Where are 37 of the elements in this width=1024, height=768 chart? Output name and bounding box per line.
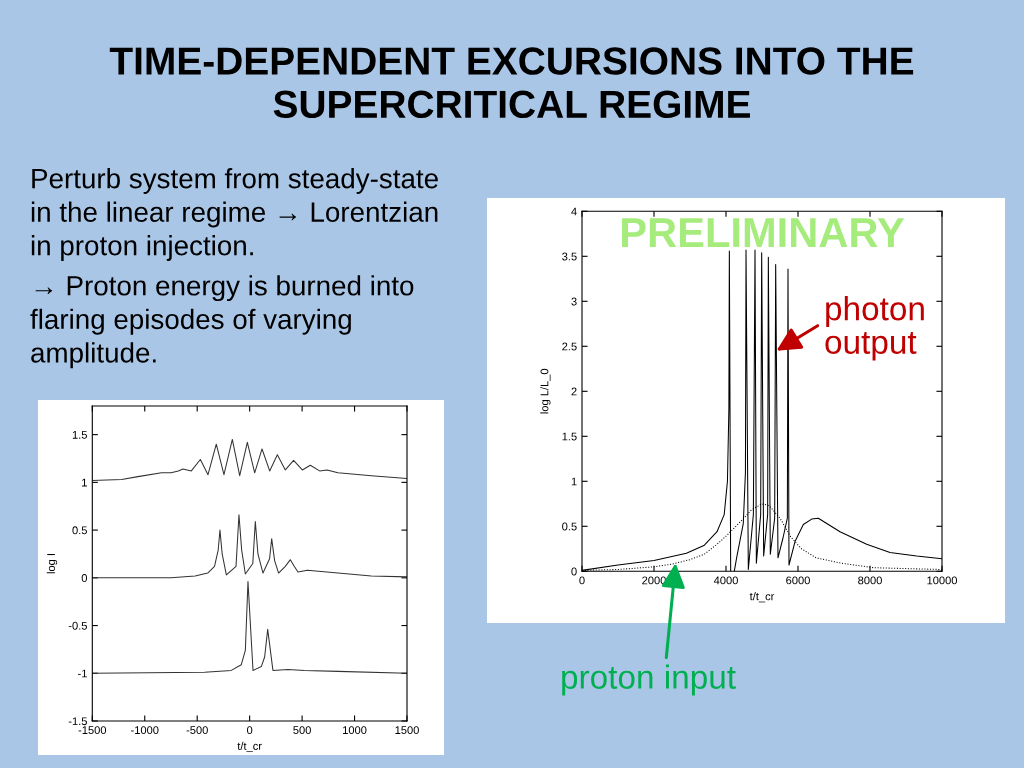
x-tick-label: -1500	[78, 726, 107, 735]
y-tick-label: 3.5	[562, 252, 577, 261]
y-tick-label: 4	[571, 207, 577, 216]
annotation: PRELIMINARY	[622, 218, 905, 247]
y-tick-label: 2.5	[562, 342, 577, 351]
x-tick-label: 8000	[858, 576, 882, 585]
y-tick-label: 1	[571, 477, 577, 486]
y-tick-label: 1.5	[562, 432, 577, 441]
y-tick-label: 2	[571, 387, 577, 396]
y-tick-label: 1.5	[72, 431, 87, 439]
x-axis-title: t/t_cr	[749, 592, 775, 603]
y-tick-label: 0	[571, 567, 577, 576]
y-axis-title: log I	[46, 554, 58, 574]
x-axis-title: t/t_cr	[237, 741, 262, 753]
x-tick-label: -1000	[131, 726, 159, 735]
text: Perturb system from steady-state in the linear regime → Lorentzian in proton injection.	[31, 168, 438, 261]
text: → Proton energy is burned into flaring episodes of varying amplitude.	[30, 275, 414, 369]
y-tick-label: 3	[571, 297, 577, 306]
y-tick-label: -1.5	[68, 717, 87, 726]
y-axis-title: log L/L_0	[540, 368, 551, 414]
x-tick-label: 1500	[395, 726, 419, 735]
text: TIME-DEPENDENT EXCURSIONS INTO THE SUPERCRITICAL REGIME	[109, 47, 914, 119]
y-tick-label: 0.5	[562, 522, 577, 531]
x-tick-label: 0	[579, 576, 585, 585]
y-tick-label: -0.5	[68, 621, 87, 630]
x-tick-label: 10000	[927, 576, 958, 585]
y-tick-label: 1	[82, 478, 87, 487]
x-tick-label: 6000	[786, 576, 810, 585]
x-tick-label: 4000	[713, 576, 738, 585]
annotation: photon output	[825, 296, 924, 361]
annotation: proton input	[562, 664, 736, 696]
x-tick-label: 1000	[343, 726, 367, 735]
y-tick-label: -1	[78, 669, 87, 678]
x-tick-label: 0	[246, 726, 253, 735]
x-tick-label: 500	[293, 726, 311, 735]
y-tick-label: 0.5	[72, 526, 87, 535]
x-tick-label: -500	[186, 726, 208, 735]
